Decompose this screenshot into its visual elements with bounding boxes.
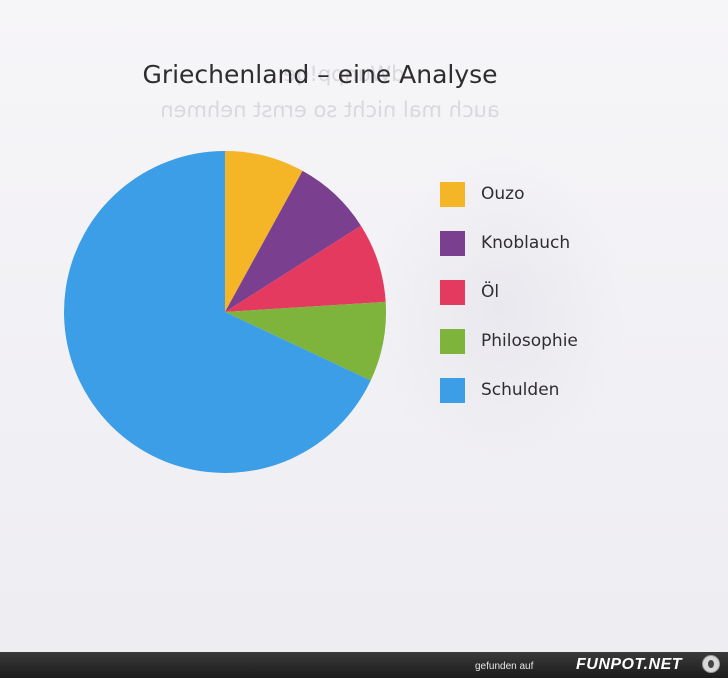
page-background: dWunpp!qe … auch mal nicht so ernst nehm… [0, 0, 728, 652]
legend-swatch [440, 378, 465, 403]
legend-label: Philosophie [481, 331, 578, 351]
legend-label: Öl [481, 282, 500, 302]
pie-slice-schulden [64, 151, 371, 473]
legend-swatch [440, 280, 465, 305]
footer-logo[interactable]: FUNPOT.NET [576, 656, 683, 673]
pie-slice-knoblauch [225, 170, 361, 312]
legend-label: Schulden [481, 380, 560, 400]
show-through-text-line-2: auch mal nicht so ernst nehmen [160, 98, 500, 122]
footer-bar: gefunden auf FUNPOT.NET [0, 652, 728, 678]
background-watermark-shape [372, 150, 627, 470]
legend-swatch [440, 231, 465, 256]
footer-face-icon [702, 655, 720, 673]
legend-swatch [440, 182, 465, 207]
footer-credit: gefunden auf [475, 661, 534, 672]
pie-slice-öl [225, 225, 386, 312]
legend-label: Ouzo [481, 184, 525, 204]
pie-slice-ouzo [225, 151, 303, 312]
pie-chart [64, 151, 386, 473]
pie-slice-philosophie [225, 301, 386, 381]
legend-swatch [440, 329, 465, 354]
legend-label: Knoblauch [481, 233, 571, 253]
chart-title: Griechenland – eine Analyse [142, 60, 498, 89]
